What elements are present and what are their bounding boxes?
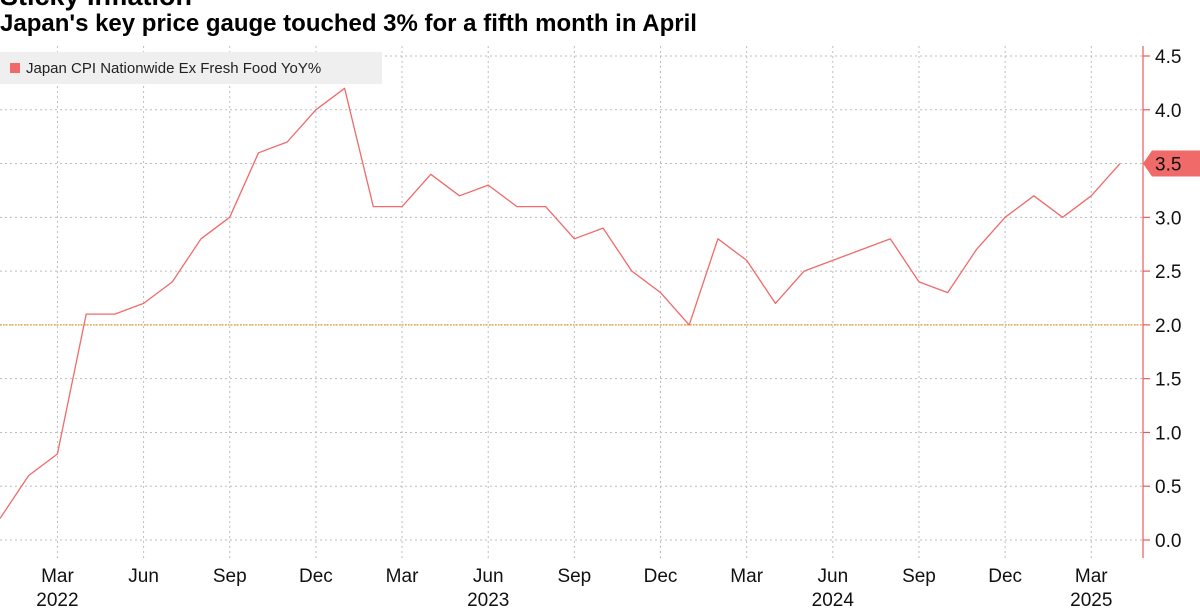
grid-lines bbox=[0, 46, 1143, 558]
x-tick-label: Sep bbox=[902, 566, 936, 587]
x-tick-label: Jun bbox=[473, 566, 504, 587]
x-year-label: 2024 bbox=[812, 590, 855, 609]
x-year-label: 2022 bbox=[36, 590, 78, 609]
x-tick-label: Jun bbox=[818, 566, 849, 587]
x-tick-label: Mar bbox=[730, 566, 763, 587]
x-tick-label: Sep bbox=[213, 566, 247, 587]
y-tick-label: 4.5 bbox=[1155, 47, 1181, 68]
legend-label: Japan CPI Nationwide Ex Fresh Food YoY% bbox=[26, 59, 322, 77]
y-tick-label: 0.5 bbox=[1155, 477, 1181, 498]
x-tick-label: Mar bbox=[386, 566, 419, 587]
y-tick-label: 2.5 bbox=[1155, 262, 1181, 283]
y-tick-label: 1.5 bbox=[1155, 370, 1181, 391]
x-tick-label: Sep bbox=[557, 566, 591, 587]
y-axis: 0.00.51.01.52.02.53.03.54.04.53.5 bbox=[1142, 46, 1200, 558]
y-tick-label: 2.0 bbox=[1155, 316, 1181, 337]
legend-swatch bbox=[10, 63, 20, 73]
x-tick-label: Mar bbox=[41, 566, 74, 587]
legend: Japan CPI Nationwide Ex Fresh Food YoY% bbox=[0, 52, 382, 84]
x-tick-label: Mar bbox=[1075, 566, 1108, 587]
x-axis: Mar 2022 Jun Sep Dec Mar Jun 2023 Sep Dec Mar Jun 20… bbox=[36, 566, 1112, 609]
x-tick-label: Dec bbox=[299, 566, 333, 587]
chart-title: Sticky Inflation bbox=[0, 0, 192, 12]
y-tick-label: 1.0 bbox=[1155, 423, 1181, 444]
x-year-label: 2023 bbox=[467, 590, 509, 609]
y-tick-label: 3.0 bbox=[1155, 208, 1181, 229]
series-layer bbox=[0, 87, 1121, 519]
x-tick-label: Dec bbox=[988, 566, 1022, 587]
chart-subtitle: Japan's key price gauge touched 3% for a… bbox=[0, 10, 697, 37]
series-line bbox=[0, 87, 1121, 519]
y-tick-label: 0.0 bbox=[1155, 531, 1181, 552]
last-value-label: 3.5 bbox=[1155, 155, 1181, 176]
x-year-label: 2025 bbox=[1070, 590, 1112, 609]
last-value-badge bbox=[1143, 150, 1200, 177]
x-tick-label: Jun bbox=[128, 566, 159, 587]
x-tick-label: Dec bbox=[644, 566, 678, 587]
y-tick-label: 4.0 bbox=[1155, 101, 1181, 122]
